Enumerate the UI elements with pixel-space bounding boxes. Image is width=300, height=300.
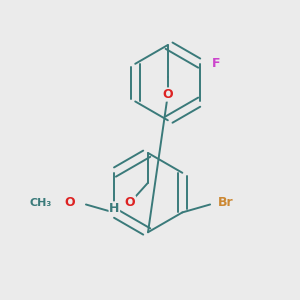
- Text: CH₃: CH₃: [29, 197, 51, 208]
- Text: O: O: [65, 196, 75, 209]
- Text: O: O: [163, 88, 173, 101]
- Text: O: O: [125, 196, 136, 209]
- Text: H: H: [109, 202, 119, 215]
- Text: F: F: [212, 57, 220, 70]
- Text: Br: Br: [218, 196, 234, 209]
